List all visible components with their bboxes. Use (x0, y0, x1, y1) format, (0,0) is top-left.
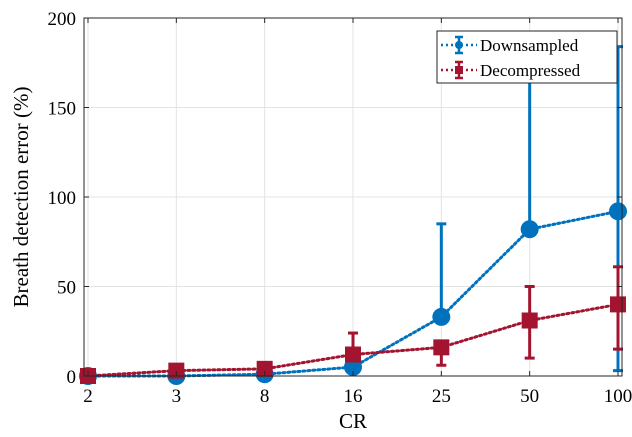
data-point (168, 362, 185, 379)
legend-item-downsampled: Downsampled (441, 35, 579, 55)
data-point (433, 339, 450, 356)
y-tick-label: 100 (48, 188, 77, 209)
y-tick-label: 0 (67, 367, 77, 388)
y-axis-label: Breath detection error (%) (9, 87, 33, 308)
y-tick-label: 150 (48, 99, 77, 120)
legend: Downsampled Decompressed (436, 30, 618, 84)
series-layer (79, 45, 627, 385)
legend-label: Downsampled (480, 36, 579, 55)
ticks: 2 3 8 16 25 50 100 0 50 100 150 200 (48, 9, 632, 407)
data-point (455, 66, 463, 74)
data-point (521, 312, 538, 329)
x-tick-label: 16 (344, 386, 363, 407)
y-tick-label: 200 (48, 9, 77, 30)
legend-box (436, 30, 618, 84)
data-point (345, 346, 361, 363)
data-point (432, 307, 451, 326)
x-tick-label: 8 (260, 386, 270, 407)
legend-item-decompressed: Decompressed (441, 60, 581, 80)
x-axis-label: CR (339, 409, 367, 433)
x-tick-label: 100 (604, 386, 632, 407)
data-point (256, 360, 273, 377)
data-point (610, 296, 626, 313)
data-point (344, 358, 362, 377)
x-tick-label: 2 (83, 386, 93, 407)
series-decompressed (80, 265, 626, 384)
data-point (455, 41, 463, 49)
y-tick-label: 50 (57, 278, 76, 299)
legend-label: Decompressed (480, 61, 581, 80)
x-tick-label: 25 (432, 386, 451, 407)
data-point (609, 202, 627, 221)
data-point (520, 220, 539, 239)
x-tick-label: 50 (520, 386, 539, 407)
x-tick-label: 3 (172, 386, 182, 407)
